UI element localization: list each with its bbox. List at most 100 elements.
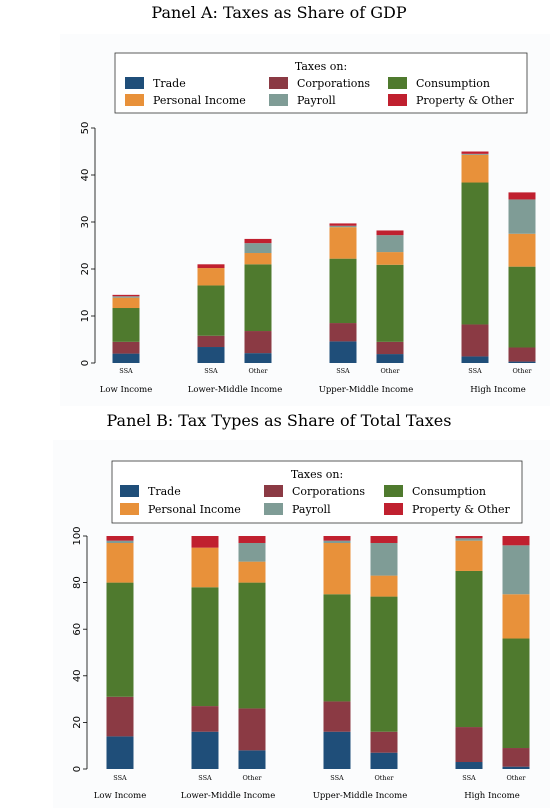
panel-a-bar-lower-middle-income-other-personal-income <box>244 253 272 265</box>
panel-a-bar-high-income-ssa-property-other <box>461 151 489 154</box>
panel-b-bar-lower-middle-income-ssa-personal-income <box>191 547 219 588</box>
panel-a-bar-upper-middle-income-other-personal-income <box>376 252 404 265</box>
panel-a-y-tick-label: 30 <box>80 216 91 229</box>
panel-b-bar-high-income-ssa-consumption <box>455 570 483 728</box>
panel-a-y-tick-label: 50 <box>80 122 91 135</box>
panel-a-bar-low-income-ssa-corporations <box>112 341 140 354</box>
panel-b-bar-upper-middle-income-other-trade <box>370 752 398 769</box>
panel-a-legend-swatch-trade <box>125 77 144 89</box>
panel-b-bar-high-income-ssa-corporations <box>455 727 483 763</box>
panel-b-bar-lower-middle-income-ssa-consumption <box>191 587 219 707</box>
panel-a-bar-high-income-ssa-personal-income <box>461 154 489 183</box>
panel-a-bar-lower-middle-income-other-payroll <box>244 243 272 254</box>
panel-a-bar-lower-middle-income-other-corporations <box>244 331 272 354</box>
panel-a-bar-label-other: Other <box>248 367 268 375</box>
panel-b-y-tick-label: 80 <box>72 576 83 589</box>
panel-b-bar-label-other: Other <box>242 774 262 782</box>
panel-a-bar-high-income-other-personal-income <box>508 233 536 267</box>
panel-a-bar-lower-middle-income-ssa-property-other <box>197 264 225 269</box>
panel-b-bar-upper-middle-income-other-personal-income <box>370 575 398 597</box>
panel-b-bar-lower-middle-income-ssa-property-other <box>191 536 219 548</box>
panel-b-bar-label-ssa: SSA <box>462 774 476 782</box>
panel-b-bar-lower-middle-income-ssa-corporations <box>191 706 219 732</box>
panel-a-bar-upper-middle-income-other-corporations <box>376 341 404 355</box>
panel-a-bar-upper-middle-income-other-trade <box>376 354 404 363</box>
panel-a-bar-upper-middle-income-ssa-trade <box>329 341 357 363</box>
panel-b-bar-high-income-other-corporations <box>502 748 530 767</box>
panel-b-bar-high-income-other-personal-income <box>502 594 530 639</box>
panel-a-bar-lower-middle-income-ssa-trade <box>197 347 225 363</box>
panel-a-legend-swatch-consumption <box>388 77 407 89</box>
panel-b-legend-box <box>111 460 523 524</box>
panel-a-legend-label-payroll: Payroll <box>297 94 336 107</box>
panel-a-legend-title: Taxes on: <box>295 60 347 73</box>
panel-a-bar-high-income-ssa-corporations <box>461 324 489 357</box>
panel-b-y-tick-label: 20 <box>72 716 83 729</box>
panel-a-bar-low-income-ssa-trade <box>112 353 140 363</box>
panel-b-bar-low-income-ssa-consumption <box>106 582 134 697</box>
panel-b-bar-high-income-ssa-property-other <box>455 536 483 539</box>
panel-a-legend-box <box>114 52 528 114</box>
panel-a-bar-label-ssa: SSA <box>204 367 218 375</box>
panel-a-bar-lower-middle-income-other-property-other <box>244 238 272 244</box>
panel-a-bar-lower-middle-income-other-consumption <box>244 264 272 332</box>
panel-a-bar-upper-middle-income-other-payroll <box>376 235 404 253</box>
panel-a-bar-lower-middle-income-ssa-consumption <box>197 285 225 336</box>
panel-a-bar-lower-middle-income-other-trade <box>244 353 272 363</box>
panel-a-bar-upper-middle-income-ssa-payroll <box>329 225 357 228</box>
panel-a-legend-swatch-property-other <box>388 94 407 106</box>
panel-a-bar-label-ssa: SSA <box>468 367 482 375</box>
panel-b-bar-high-income-other-property-other <box>502 536 530 546</box>
panel-a-legend-label-trade: Trade <box>153 77 186 90</box>
panel-a-bar-high-income-other-corporations <box>508 347 536 362</box>
panel-b-bar-upper-middle-income-ssa-trade <box>323 731 351 769</box>
panel-b-bar-high-income-other-payroll <box>502 545 530 595</box>
panel-b-bar-label-other: Other <box>374 774 394 782</box>
panel-b-bar-upper-middle-income-ssa-personal-income <box>323 542 351 595</box>
panel-a-legend-label-corporations: Corporations <box>297 77 370 90</box>
panel-b-y-tick-label: 40 <box>72 669 83 682</box>
panel-a-bar-lower-middle-income-ssa-corporations <box>197 335 225 348</box>
panel-a-legend-label-consumption: Consumption <box>416 77 490 90</box>
panel-b-bar-upper-middle-income-other-consumption <box>370 596 398 732</box>
panel-b-bar-lower-middle-income-other-consumption <box>238 582 266 709</box>
panel-b-bar-high-income-ssa-trade <box>455 762 483 769</box>
panel-a-bar-low-income-ssa-payroll <box>112 296 140 298</box>
panel-a-y-tick-label: 20 <box>80 263 91 276</box>
panel-a-group-label-upper-middle-income: Upper-Middle Income <box>319 385 414 395</box>
panel-a-y-tick-label: 40 <box>80 169 91 182</box>
panel-b-bar-high-income-other-trade <box>502 766 530 769</box>
panel-a-y-tick-label: 0 <box>80 360 91 366</box>
panel-b-bar-high-income-other-consumption <box>502 638 530 749</box>
panel-b-bar-low-income-ssa-payroll <box>106 540 134 543</box>
panel-b-legend-label-payroll: Payroll <box>292 503 331 516</box>
panel-a-bar-high-income-other-payroll <box>508 199 536 234</box>
panel-b-bar-low-income-ssa-personal-income <box>106 542 134 583</box>
panel-a-bar-label-other: Other <box>380 367 400 375</box>
panel-b-bar-lower-middle-income-other-corporations <box>238 708 266 751</box>
panel-a-bar-lower-middle-income-ssa-personal-income <box>197 268 225 286</box>
panel-b-y-tick-label: 60 <box>72 623 83 636</box>
panel-b-bar-low-income-ssa-corporations <box>106 696 134 737</box>
panel-b-bar-high-income-ssa-payroll <box>455 538 483 541</box>
panel-b-group-label-low-income: Low Income <box>94 791 147 801</box>
panel-b-legend-label-consumption: Consumption <box>412 485 486 498</box>
panel-b-bar-upper-middle-income-ssa-payroll <box>323 540 351 543</box>
panel-b-group-label-lower-middle-income: Lower-Middle Income <box>181 791 276 801</box>
panel-a-bar-high-income-ssa-trade <box>461 356 489 363</box>
panel-a-bar-low-income-ssa-personal-income <box>112 297 140 309</box>
panel-b-title: Panel B: Tax Types as Share of Total Tax… <box>106 411 452 430</box>
panel-b-bar-lower-middle-income-other-personal-income <box>238 561 266 583</box>
panel-b-bar-lower-middle-income-other-trade <box>238 750 266 769</box>
panel-a-bar-upper-middle-income-ssa-personal-income <box>329 227 357 259</box>
panel-a-bar-high-income-other-property-other <box>508 192 536 200</box>
panel-a-group-label-lower-middle-income: Lower-Middle Income <box>188 385 283 395</box>
panel-a-bar-upper-middle-income-ssa-consumption <box>329 258 357 324</box>
panel-b-legend-swatch-payroll <box>264 503 283 515</box>
panel-a-legend-label-personal-income: Personal Income <box>153 94 246 107</box>
panel-a-bar-high-income-ssa-payroll <box>461 153 489 155</box>
panel-b-bar-high-income-ssa-personal-income <box>455 540 483 571</box>
panel-a-bar-high-income-other-trade <box>508 361 536 363</box>
panel-a-group-label-high-income: High Income <box>470 385 526 395</box>
